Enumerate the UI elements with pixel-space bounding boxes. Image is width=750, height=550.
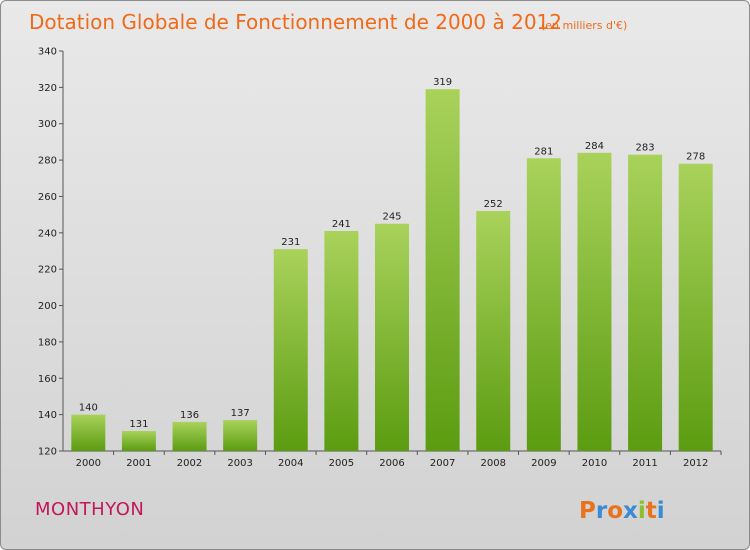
y-tick-label: 180 bbox=[38, 337, 57, 348]
logo-letter: o bbox=[607, 498, 623, 524]
bar-value-label: 140 bbox=[79, 403, 98, 414]
bar-value-label: 319 bbox=[433, 77, 452, 88]
chart-subtitle: (en milliers d'€) bbox=[541, 19, 627, 32]
bar bbox=[678, 163, 713, 451]
bar-value-label: 252 bbox=[484, 199, 503, 210]
chart-title: Dotation Globale de Fonctionnement de 20… bbox=[29, 10, 562, 34]
bar-value-label: 283 bbox=[636, 143, 655, 154]
bar bbox=[121, 431, 156, 451]
y-tick-label: 320 bbox=[38, 83, 57, 94]
y-tick-label: 280 bbox=[38, 156, 57, 167]
y-tick-label: 260 bbox=[38, 192, 57, 203]
logo-letter: r bbox=[596, 498, 608, 524]
bar bbox=[324, 231, 359, 451]
y-tick-label: 220 bbox=[38, 265, 57, 276]
logo-letter: i bbox=[638, 498, 646, 524]
bar bbox=[628, 154, 663, 452]
bar-value-label: 245 bbox=[382, 212, 401, 223]
x-tick-label: 2006 bbox=[379, 458, 404, 469]
x-tick-label: 2007 bbox=[430, 458, 455, 469]
x-tick-label: 2012 bbox=[683, 458, 708, 469]
bar-value-label: 231 bbox=[281, 237, 300, 248]
x-tick-label: 2009 bbox=[531, 458, 556, 469]
bar-value-label: 278 bbox=[686, 152, 705, 163]
bar bbox=[71, 414, 106, 451]
bar-value-label: 281 bbox=[534, 146, 553, 157]
logo-letter: i bbox=[657, 498, 665, 524]
bar bbox=[476, 211, 511, 451]
y-tick-label: 140 bbox=[38, 410, 57, 421]
y-tick-label: 120 bbox=[38, 447, 57, 458]
bar-value-label: 241 bbox=[332, 219, 351, 230]
y-tick-label: 300 bbox=[38, 119, 57, 130]
bar-value-label: 284 bbox=[585, 141, 604, 152]
bar-value-label: 137 bbox=[231, 408, 250, 419]
bar bbox=[577, 152, 612, 451]
bar bbox=[172, 421, 207, 451]
x-tick-label: 2005 bbox=[329, 458, 354, 469]
chart-axes: 120 140 160 180 200 220 240 260 280 300 320 340 2000… bbox=[38, 47, 722, 469]
x-tick-label: 2008 bbox=[481, 458, 506, 469]
x-tick-label: 2011 bbox=[632, 458, 657, 469]
y-tick-label: 240 bbox=[38, 228, 57, 239]
x-tick-label: 2010 bbox=[582, 458, 607, 469]
logo-letter: P bbox=[579, 498, 596, 524]
bar bbox=[375, 223, 409, 451]
proxiti-logo: Proxiti bbox=[579, 498, 665, 524]
chart-bars: 140 131 136 137 231 241 245 319 252 281 284 283 278 bbox=[71, 77, 713, 452]
x-tick-label: 2004 bbox=[278, 458, 303, 469]
x-tick-label: 2003 bbox=[227, 458, 252, 469]
x-tick-label: 2002 bbox=[177, 458, 202, 469]
y-tick-label: 340 bbox=[38, 47, 57, 58]
logo-letter: x bbox=[623, 498, 638, 524]
x-tick-label: 2001 bbox=[126, 458, 151, 469]
bar bbox=[526, 158, 561, 452]
bar-value-label: 136 bbox=[180, 410, 199, 421]
commune-name: MONTHYON bbox=[35, 499, 144, 520]
bar bbox=[425, 89, 460, 451]
y-tick-label: 200 bbox=[38, 301, 57, 312]
bar bbox=[223, 420, 258, 451]
x-tick-label: 2000 bbox=[76, 458, 101, 469]
y-tick-label: 160 bbox=[38, 374, 57, 385]
bar bbox=[273, 249, 308, 451]
logo-letter: t bbox=[646, 498, 657, 524]
bar-value-label: 131 bbox=[129, 419, 148, 430]
